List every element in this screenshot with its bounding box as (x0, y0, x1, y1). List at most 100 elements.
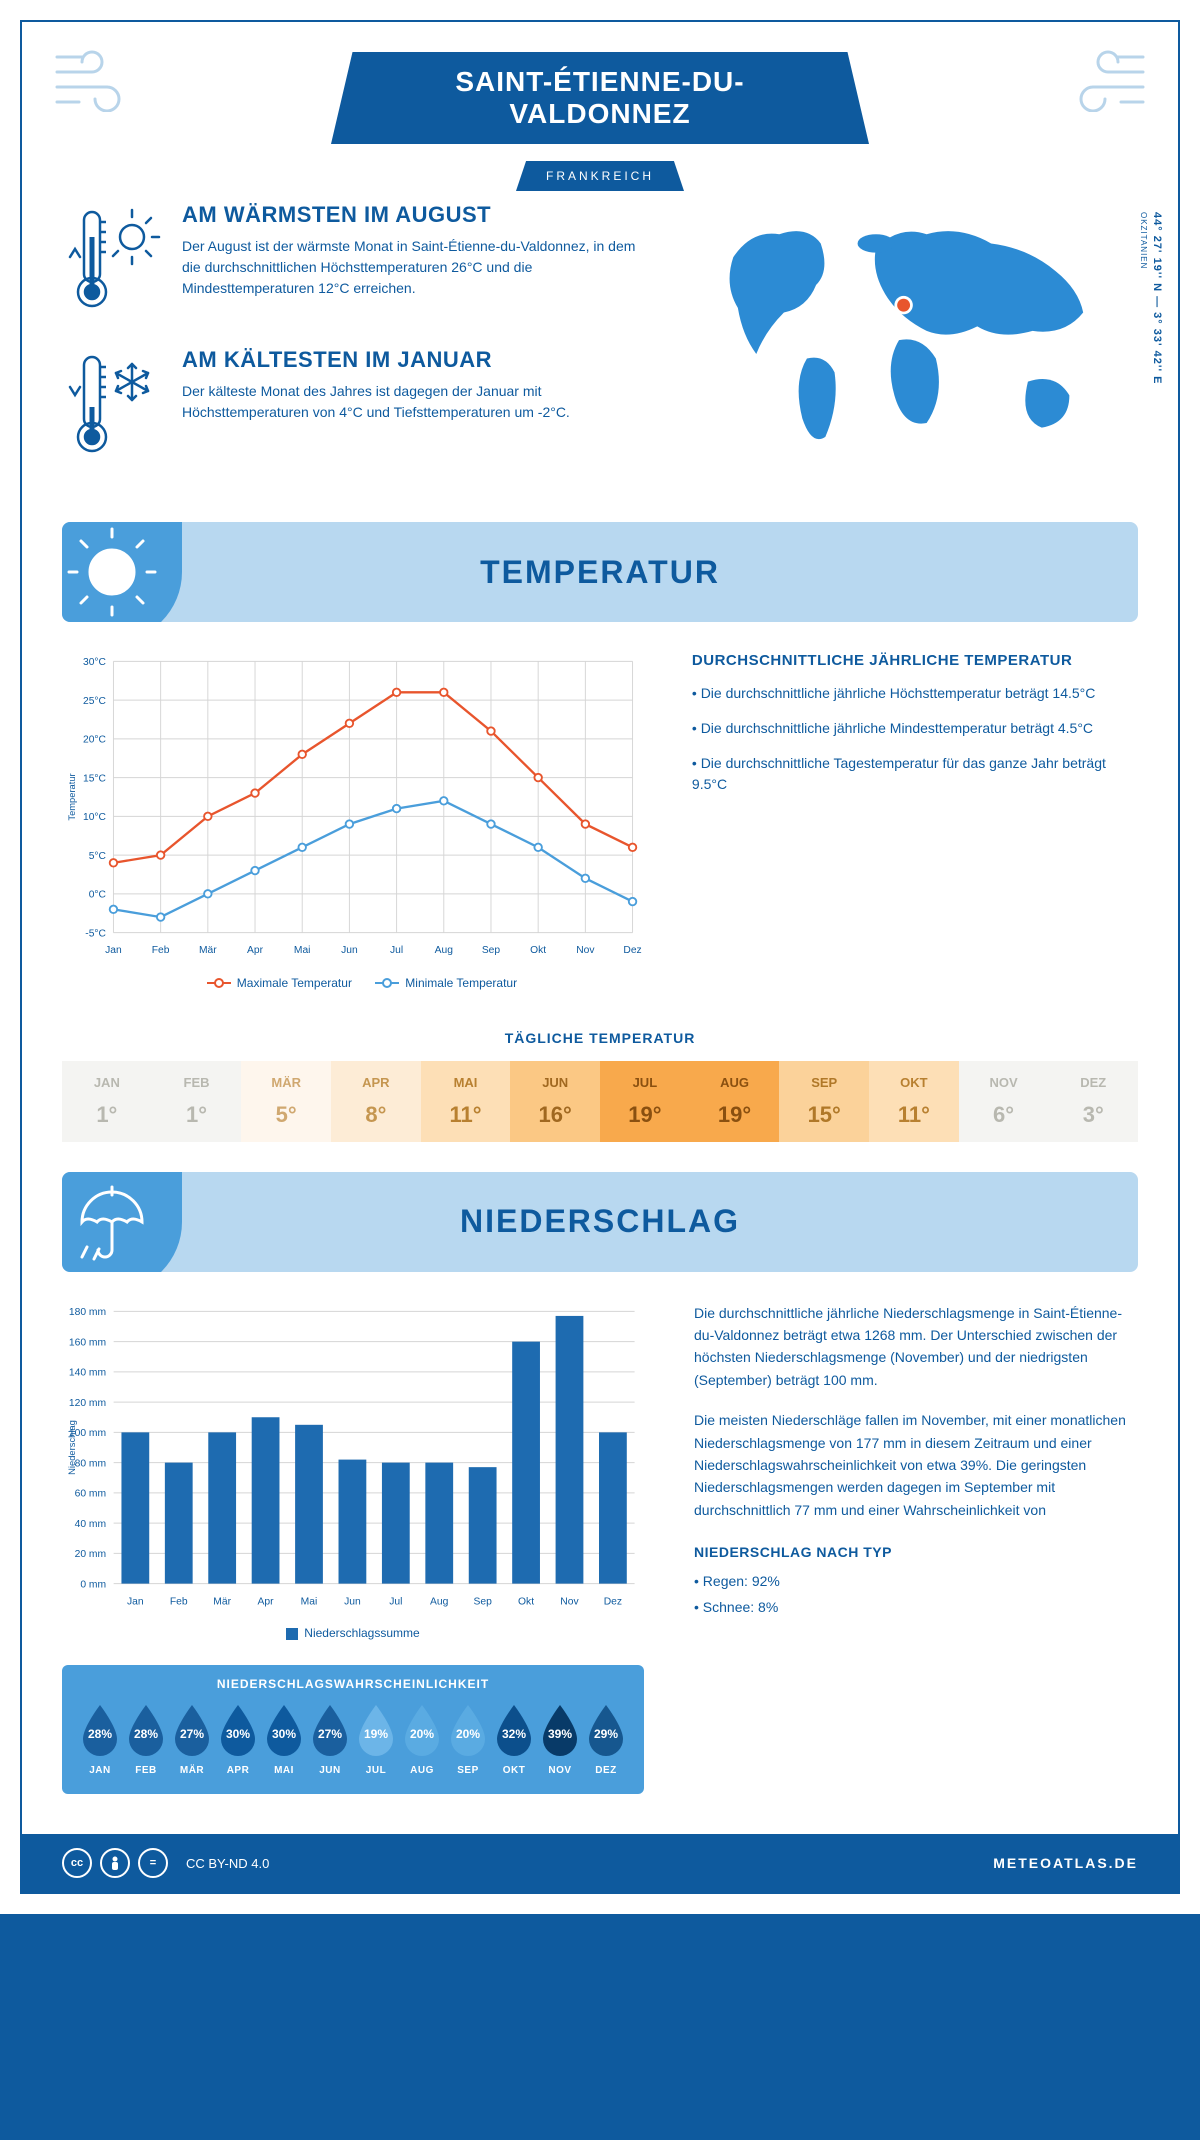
section-precipitation: NIEDERSCHLAG (62, 1172, 1138, 1272)
fact-cold-text: Der kälteste Monat des Jahres ist dagege… (182, 381, 638, 423)
region-label: OKZITANIEN (1139, 212, 1148, 269)
probability-drop: 27% JUN (307, 1703, 353, 1776)
temp-cell: FEB1° (152, 1061, 242, 1142)
chart-legend: Maximale Temperatur Minimale Temperatur (62, 976, 642, 990)
license-text: CC BY-ND 4.0 (186, 1856, 269, 1871)
fact-warm-title: AM WÄRMSTEN IM AUGUST (182, 202, 638, 228)
svg-text:Jun: Jun (344, 1596, 361, 1607)
svg-text:20 mm: 20 mm (75, 1549, 107, 1560)
by-icon (100, 1848, 130, 1878)
svg-text:80 mm: 80 mm (75, 1458, 107, 1469)
fact-warm-text: Der August ist der wärmste Monat in Sain… (182, 236, 638, 299)
svg-text:Sep: Sep (473, 1596, 492, 1607)
temp-cell: MÄR5° (241, 1061, 331, 1142)
svg-text:Dez: Dez (623, 945, 641, 956)
probability-drop: 27% MÄR (169, 1703, 215, 1776)
probability-drop: 30% MAI (261, 1703, 307, 1776)
temperature-summary: DURCHSCHNITTLICHE JÄHRLICHE TEMPERATUR •… (692, 652, 1138, 809)
temp-cell: JUN16° (510, 1061, 600, 1142)
svg-text:0°C: 0°C (89, 890, 107, 901)
svg-text:15°C: 15°C (83, 773, 107, 784)
wind-icon (52, 42, 142, 124)
precipitation-probability: NIEDERSCHLAGSWAHRSCHEINLICHKEIT 28% JAN … (62, 1665, 644, 1794)
precipitation-bar-chart: 0 mm20 mm40 mm60 mm80 mm100 mm120 mm140 … (62, 1302, 644, 1612)
temp-cell: MAI11° (421, 1061, 511, 1142)
svg-text:60 mm: 60 mm (75, 1488, 107, 1499)
svg-text:Mai: Mai (294, 945, 311, 956)
page-subtitle: FRANKREICH (516, 161, 684, 191)
probability-drop: 30% APR (215, 1703, 261, 1776)
temp-cell: OKT11° (869, 1061, 959, 1142)
svg-text:Aug: Aug (435, 945, 454, 956)
probability-drop: 19% JUL (353, 1703, 399, 1776)
svg-text:20°C: 20°C (83, 735, 107, 746)
nd-icon: = (138, 1848, 168, 1878)
chart-legend: Niederschlagssumme (62, 1626, 644, 1640)
sun-icon (62, 522, 182, 622)
temp-cell: AUG19° (690, 1061, 780, 1142)
svg-text:Feb: Feb (170, 1596, 188, 1607)
svg-text:-5°C: -5°C (85, 928, 106, 939)
probability-drop: 39% NOV (537, 1703, 583, 1776)
svg-text:120 mm: 120 mm (69, 1398, 106, 1409)
probability-drop: 29% DEZ (583, 1703, 629, 1776)
svg-text:10°C: 10°C (83, 812, 107, 823)
world-map (678, 202, 1138, 465)
svg-text:Sep: Sep (482, 945, 501, 956)
temp-cell: APR8° (331, 1061, 421, 1142)
site-name: METEOATLAS.DE (993, 1855, 1138, 1871)
precipitation-summary: Die durchschnittliche jährliche Niedersc… (694, 1302, 1138, 1619)
svg-text:40 mm: 40 mm (75, 1519, 107, 1530)
probability-drop: 28% JAN (77, 1703, 123, 1776)
temp-cell: JUL19° (600, 1061, 690, 1142)
umbrella-icon (62, 1172, 182, 1272)
temperature-line-chart: -5°C0°C5°C10°C15°C20°C25°C30°CJanFebMärA… (62, 652, 642, 961)
thermometer-sun-icon (62, 202, 162, 317)
header: SAINT-ÉTIENNE-DU-VALDONNEZ FRANKREICH (62, 52, 1138, 172)
fact-cold: AM KÄLTESTEN IM JANUAR Der kälteste Mona… (62, 347, 638, 462)
svg-text:Dez: Dez (604, 1596, 622, 1607)
temp-cell: JAN1° (62, 1061, 152, 1142)
probability-drop: 20% SEP (445, 1703, 491, 1776)
svg-text:Temperatur: Temperatur (67, 773, 77, 820)
svg-text:Nov: Nov (576, 945, 595, 956)
cc-icon: cc (62, 1848, 92, 1878)
svg-text:Nov: Nov (560, 1596, 579, 1607)
footer: cc = CC BY-ND 4.0 METEOATLAS.DE (22, 1834, 1178, 1892)
svg-text:Okt: Okt (530, 945, 546, 956)
temp-cell: NOV6° (959, 1061, 1049, 1142)
page-title: SAINT-ÉTIENNE-DU-VALDONNEZ (331, 52, 869, 144)
probability-drop: 28% FEB (123, 1703, 169, 1776)
svg-text:30°C: 30°C (83, 657, 107, 668)
svg-text:Jul: Jul (389, 1596, 402, 1607)
daily-temp-strip: JAN1°FEB1°MÄR5°APR8°MAI11°JUN16°JUL19°AU… (62, 1061, 1138, 1142)
probability-drop: 32% OKT (491, 1703, 537, 1776)
svg-text:0 mm: 0 mm (80, 1579, 106, 1590)
fact-cold-title: AM KÄLTESTEN IM JANUAR (182, 347, 638, 373)
svg-text:Apr: Apr (247, 945, 264, 956)
temp-cell: DEZ3° (1048, 1061, 1138, 1142)
section-title: TEMPERATUR (480, 554, 720, 591)
svg-text:140 mm: 140 mm (69, 1367, 106, 1378)
svg-text:Jan: Jan (105, 945, 122, 956)
section-title: NIEDERSCHLAG (460, 1203, 740, 1240)
wind-icon (1058, 42, 1148, 124)
svg-text:Mai: Mai (301, 1596, 318, 1607)
daily-temp-title: TÄGLICHE TEMPERATUR (62, 1030, 1138, 1046)
svg-text:Jun: Jun (341, 945, 358, 956)
coordinates: 44° 27' 19'' N — 3° 33' 42'' E (1151, 212, 1163, 385)
svg-text:25°C: 25°C (83, 696, 107, 707)
svg-text:Apr: Apr (258, 1596, 275, 1607)
svg-text:Mär: Mär (199, 945, 217, 956)
svg-text:160 mm: 160 mm (69, 1337, 106, 1348)
svg-text:Okt: Okt (518, 1596, 534, 1607)
section-temperature: TEMPERATUR (62, 522, 1138, 622)
svg-text:5°C: 5°C (89, 851, 107, 862)
temp-cell: SEP15° (779, 1061, 869, 1142)
svg-text:Aug: Aug (430, 1596, 449, 1607)
svg-text:180 mm: 180 mm (69, 1307, 106, 1318)
svg-text:Jul: Jul (390, 945, 403, 956)
svg-text:Mär: Mär (213, 1596, 231, 1607)
thermometer-snow-icon (62, 347, 162, 462)
svg-text:Niederschlag: Niederschlag (67, 1420, 77, 1475)
